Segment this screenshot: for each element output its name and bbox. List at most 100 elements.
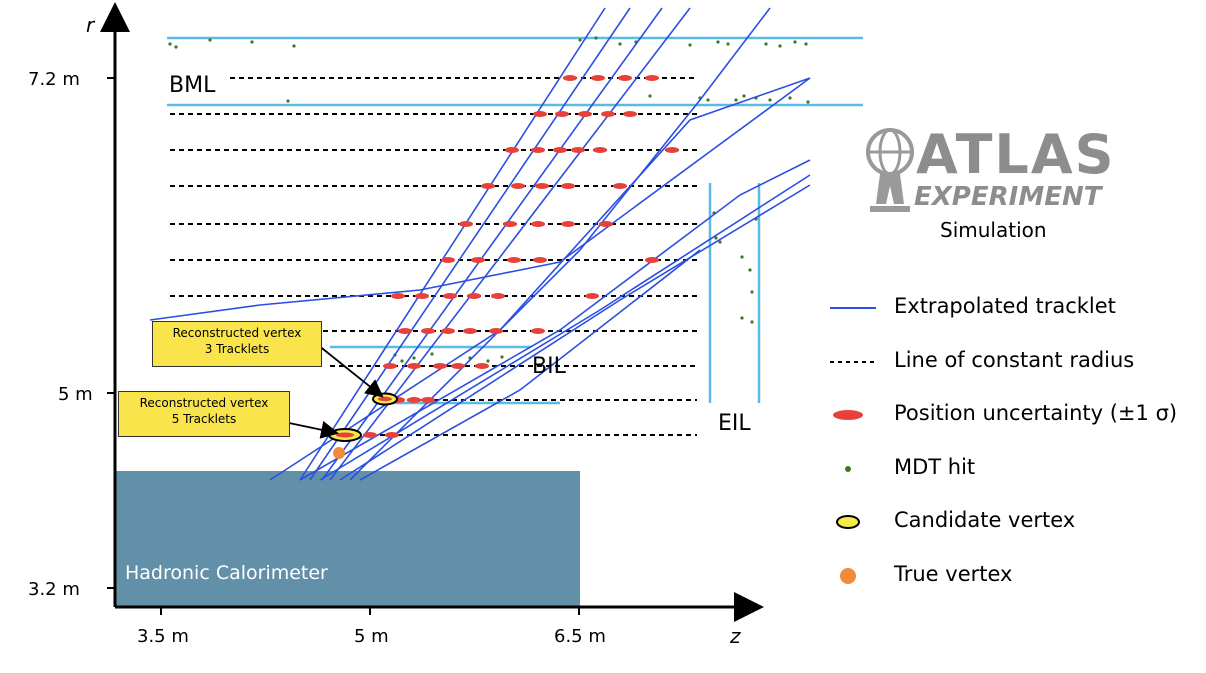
legend-item-candidate-vertex: Candidate vertex	[826, 504, 1206, 558]
mdt-hit	[778, 44, 782, 48]
uncertainty-ellipse	[561, 221, 575, 227]
uncertainty-ellipse	[585, 293, 599, 299]
mdt-hit	[250, 40, 254, 44]
uncertainty-ellipse	[443, 293, 457, 299]
uncertainty-ellipse	[601, 111, 615, 117]
mdt-hit	[594, 36, 598, 40]
mdt-hit	[578, 38, 582, 42]
mdt-hit	[764, 42, 768, 46]
atlas-logo: ATLAS EXPERIMENT Simulation	[856, 124, 1116, 248]
uncertainty-ellipse	[451, 363, 465, 369]
green-dot-icon	[845, 465, 851, 472]
eil-label: EIL	[718, 411, 751, 436]
uncertainty-ellipse	[475, 363, 489, 369]
uncertainty-ellipse	[491, 293, 505, 299]
calorimeter-label: Hadronic Calorimeter	[125, 562, 328, 584]
uncertainty-ellipse	[421, 328, 435, 334]
uncertainty-ellipse	[481, 183, 495, 189]
uncertainty-ellipse	[511, 183, 525, 189]
hadronic-calorimeter	[115, 471, 580, 607]
legend-item-true-vertex: True vertex	[826, 558, 1206, 612]
mdt-hit	[734, 98, 738, 102]
z-axis-label: z	[729, 624, 741, 648]
z-tick-5: 5 m	[354, 626, 389, 647]
z-tick-6-5: 6.5 m	[554, 626, 606, 647]
tracklet	[339, 184, 811, 481]
legend-label: Extrapolated tracklet	[894, 294, 1116, 318]
uncertainty-ellipse	[489, 328, 503, 334]
true-vertex	[333, 447, 345, 459]
mdt-hit	[750, 320, 754, 324]
mdt-hit	[716, 40, 720, 44]
position-uncertainties	[363, 75, 679, 438]
uncertainty-ellipse	[645, 75, 659, 81]
r-tick-7-2: 7.2 m	[28, 69, 80, 90]
uncertainty-ellipse	[533, 257, 547, 263]
mdt-hit	[768, 98, 772, 102]
chambers	[167, 36, 863, 405]
callout-vertex-5-title: Reconstructed vertex	[139, 396, 269, 410]
uncertainty-ellipse	[563, 75, 577, 81]
tracklet	[319, 174, 811, 481]
uncertainty-ellipse	[535, 183, 549, 189]
uncertainty-ellipse	[467, 293, 481, 299]
uncertainty-ellipse	[407, 363, 421, 369]
uncertainty-ellipse	[553, 147, 567, 153]
uncertainty-ellipse	[531, 221, 545, 227]
callout-vertex-3-count: 3 Tracklets	[204, 342, 270, 356]
r-axis-label: r	[86, 13, 96, 37]
tracklet	[149, 77, 811, 321]
bml-label: BML	[169, 73, 216, 98]
uncertainty-ellipse	[441, 257, 455, 263]
mdt-hit	[286, 99, 290, 103]
mdt-hit	[486, 359, 490, 363]
legend: Extrapolated tracklet Line of constant r…	[826, 290, 1206, 611]
mdt-hit	[648, 94, 652, 98]
mdt-hit	[714, 236, 718, 240]
r-tick-3-2: 3.2 m	[28, 579, 80, 600]
legend-item-mdt-hit: MDT hit	[826, 451, 1206, 505]
mdt-hit	[804, 42, 808, 46]
mdt-hit	[706, 98, 710, 102]
vertex-5-uncertainty	[336, 432, 354, 438]
yellow-ellipse-icon	[836, 515, 860, 529]
tracklet	[299, 7, 606, 481]
legend-label: Line of constant radius	[894, 347, 1135, 372]
mdt-hits	[168, 36, 810, 400]
mdt-hit	[292, 44, 296, 48]
mdt-hit	[740, 316, 744, 320]
uncertainty-ellipse	[571, 147, 585, 153]
tracklet	[359, 249, 701, 481]
uncertainty-ellipse	[599, 221, 613, 227]
mdt-hit	[740, 255, 744, 259]
blue-line-icon	[830, 307, 876, 309]
atlas-experiment-text: EXPERIMENT	[914, 182, 1102, 212]
legend-label: Candidate vertex	[894, 508, 1076, 532]
uncertainty-ellipse	[531, 147, 545, 153]
constant-radius-lines	[170, 77, 697, 436]
uncertainty-ellipse	[531, 328, 545, 334]
callout-vertex-5-tracklets: Reconstructed vertex 5 Tracklets	[118, 391, 290, 437]
dashed-line-icon	[830, 360, 876, 363]
mdt-hit	[806, 100, 810, 104]
mdt-hit	[412, 356, 416, 360]
mdt-hit	[618, 42, 622, 46]
z-tick-3-5: 3.5 m	[137, 626, 189, 647]
uncertainty-ellipse	[591, 75, 605, 81]
mdt-hit	[168, 42, 172, 46]
uncertainty-ellipse	[618, 75, 632, 81]
uncertainty-ellipse	[578, 111, 592, 117]
uncertainty-ellipse	[507, 257, 521, 263]
uncertainty-ellipse	[555, 111, 569, 117]
uncertainty-ellipse	[398, 328, 412, 334]
mdt-hit	[748, 268, 752, 272]
uncertainty-ellipse	[441, 328, 455, 334]
uncertainty-ellipse	[645, 257, 659, 263]
bil-label: BIL	[532, 354, 567, 379]
orange-dot-icon	[840, 567, 856, 584]
uncertainty-ellipse	[385, 432, 399, 438]
mdt-hit	[742, 94, 746, 98]
uncertainty-ellipse	[561, 183, 575, 189]
simulation-label: Simulation	[940, 218, 1047, 242]
